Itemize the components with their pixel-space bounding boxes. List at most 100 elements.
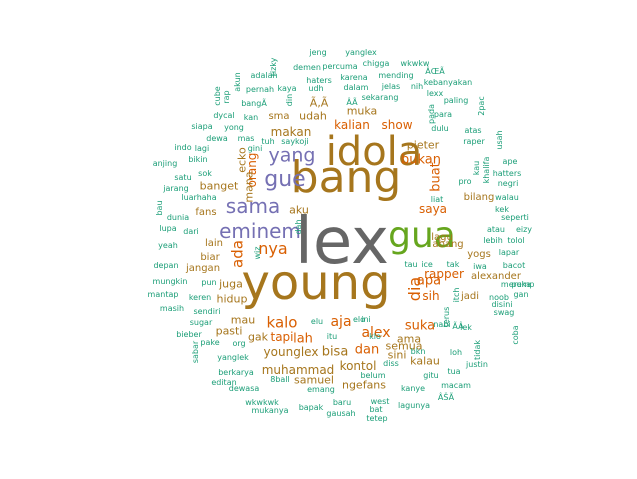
word-yeah: yeah	[158, 241, 178, 250]
word-tapi: tapi	[270, 330, 294, 344]
word-lek: lek	[460, 323, 472, 332]
word-kek: kek	[495, 205, 509, 214]
word-dewasa: dewasa	[228, 384, 260, 393]
word-swag: swag	[493, 308, 515, 317]
word-pieter: pieter	[406, 138, 440, 152]
word-udah: udah	[299, 109, 327, 123]
word-itu: itu	[326, 332, 338, 341]
word-jangan: jangan	[185, 263, 221, 274]
word-bukan: bukan	[401, 152, 441, 168]
word-bat: bat	[369, 405, 383, 414]
word-anjing: anjing	[152, 159, 178, 168]
word-bisa: bisa	[321, 344, 349, 360]
word-bilang: bilang	[463, 192, 495, 203]
word-noob: noob	[489, 293, 509, 302]
word-ecko: ecko	[235, 147, 249, 173]
word-loh: loh	[449, 348, 463, 357]
word-luarhaha: luarhaha	[181, 193, 217, 202]
word-wkwkw: wkwkw	[400, 59, 430, 68]
word-sih: sih	[422, 289, 440, 303]
word-ada: ada	[228, 240, 247, 268]
word-apa: apa	[416, 273, 442, 289]
word-justin: justin	[466, 360, 488, 369]
word-sma: sma	[268, 111, 290, 122]
word-kebanyakan: kebanyakan	[423, 78, 473, 87]
word-lagi: lagi	[194, 144, 210, 153]
word-gan: gan	[513, 290, 529, 299]
word-biar: biar	[200, 252, 220, 263]
word-atau: atau	[486, 225, 506, 234]
word-satu: satu	[174, 173, 192, 182]
word-juga: juga	[219, 277, 243, 291]
word-haters: haters	[306, 76, 332, 85]
word-symbol: ÂŒÃ	[425, 67, 445, 76]
word-tak: tak	[446, 260, 460, 269]
word-jelas: jelas	[381, 82, 401, 91]
word-emang: emang	[307, 385, 335, 394]
word-baru: baru	[332, 398, 352, 407]
word-west: west	[370, 397, 390, 406]
word-tetep: tetep	[366, 414, 388, 423]
word-tuh: tuh	[261, 137, 275, 146]
word-nya: nya	[258, 239, 288, 258]
word-dycal: dycal	[213, 111, 235, 120]
word-sama: sama	[225, 194, 281, 218]
word-masih: masih	[159, 304, 185, 313]
word-ice: ice	[421, 260, 433, 269]
word-dewa: dewa	[206, 134, 228, 143]
word-alex: alex	[361, 325, 391, 341]
word-dunia: dunia	[166, 213, 190, 222]
word-2pac: 2pac	[477, 96, 486, 116]
word-depan: depan	[153, 261, 179, 270]
word-belum: belum	[360, 371, 386, 380]
word-din: din	[285, 93, 294, 107]
word-young: young	[241, 255, 391, 311]
word-tua: tua	[447, 367, 461, 376]
word-banget: banget	[199, 179, 239, 193]
word-sekarang: sekarang	[361, 93, 399, 102]
word-8ball: 8ball	[270, 375, 290, 384]
word-mau: mau	[230, 313, 256, 327]
word-udh: udh	[308, 84, 324, 93]
word-bang: bang	[290, 152, 402, 203]
word-macam: macam	[441, 381, 471, 390]
word-eminem: eminem	[219, 219, 301, 243]
word-para: para	[433, 110, 453, 119]
word-terus: terus	[442, 306, 451, 328]
word-jarang: jarang	[163, 184, 189, 193]
word-alexander: alexander	[471, 271, 521, 282]
word-makan: makan	[270, 125, 312, 139]
word-liat: liat	[430, 195, 444, 204]
word-gausah: gausah	[326, 409, 356, 418]
word-suka: suka	[404, 318, 436, 334]
word-klo: klo	[369, 332, 381, 341]
word-symbol: ÃÂ	[452, 322, 464, 331]
word-iwa: iwa	[473, 262, 487, 271]
word-kaya: kaya	[277, 84, 297, 93]
word-mending: mending	[378, 71, 414, 80]
word-aku: aku	[289, 203, 309, 217]
word-coba: coba	[511, 325, 520, 345]
word-symbol: Ã‚Ã	[309, 96, 329, 110]
word-mukanya: mukanya	[251, 406, 289, 415]
word-kalo: kalo	[266, 313, 298, 332]
word-dari: dari	[183, 227, 199, 236]
word-kau: kau	[472, 160, 481, 176]
word-symbol: ÂŠÃ	[437, 393, 455, 402]
word-sendiri: sendiri	[193, 307, 221, 316]
word-demen: demen	[293, 63, 321, 72]
word-kontol: kontol	[339, 359, 377, 373]
word-sini: sini	[387, 348, 407, 362]
word-lexx: lexx	[426, 89, 444, 98]
word-yong: yong	[224, 123, 244, 132]
word-bapak: bapak	[298, 403, 324, 412]
word-ama: ama	[396, 332, 422, 346]
word-diss: diss	[383, 359, 399, 368]
word-dalam: dalam	[343, 83, 369, 92]
word-lupa: lupa	[159, 224, 177, 233]
word-chigga: chigga	[362, 59, 390, 68]
word-usah: usah	[495, 130, 504, 150]
word-siapa: siapa	[191, 122, 213, 131]
word-gue: gue	[264, 167, 306, 192]
word-bkn: bkn	[410, 347, 426, 356]
